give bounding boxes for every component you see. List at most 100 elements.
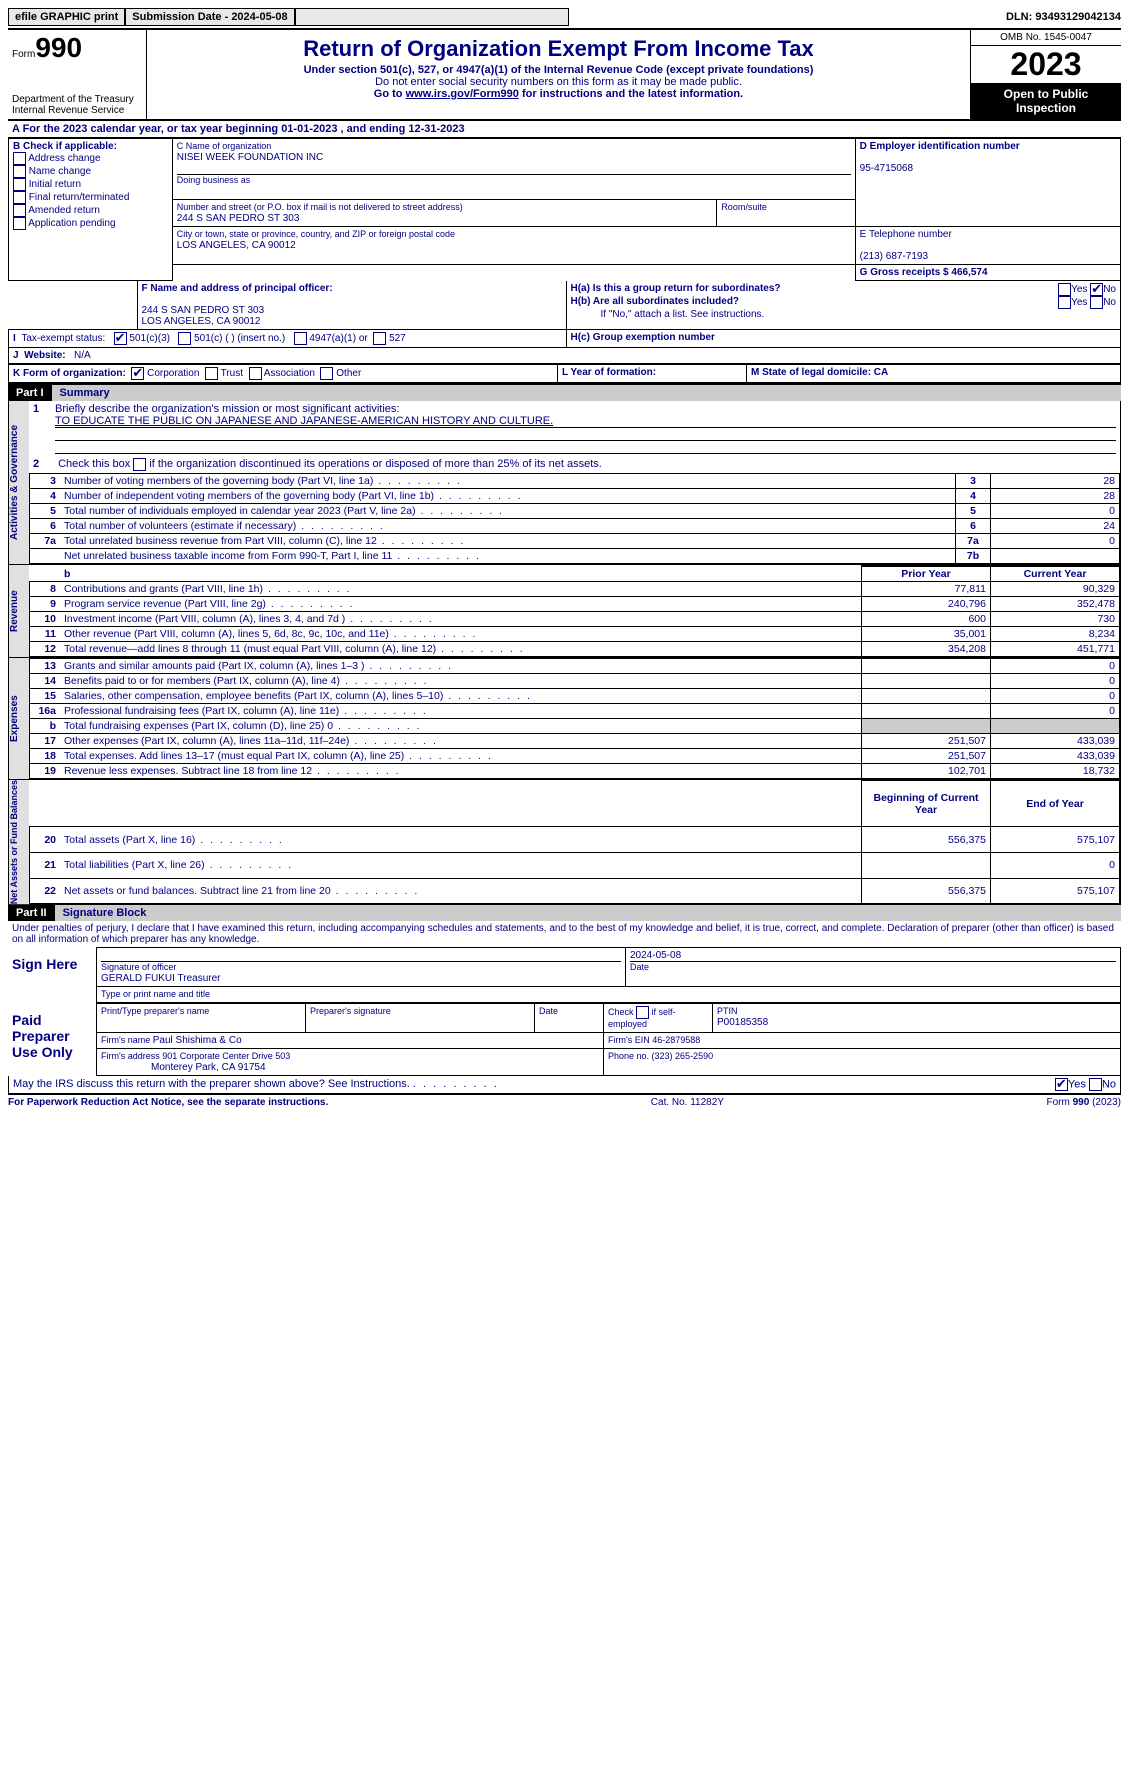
room-label: Room/suite bbox=[721, 202, 767, 212]
governance-table: 3Number of voting members of the governi… bbox=[29, 473, 1120, 564]
col-curr: Current Year bbox=[991, 566, 1120, 582]
city-label: City or town, state or province, country… bbox=[177, 229, 455, 239]
m-label: M State of legal domicile: CA bbox=[751, 367, 888, 378]
sig-date: 2024-05-08 bbox=[630, 950, 681, 961]
check-final[interactable] bbox=[13, 191, 26, 204]
no1: No bbox=[1103, 284, 1116, 295]
k-trust: Trust bbox=[221, 368, 243, 379]
subtitle-1: Under section 501(c), 527, or 4947(a)(1)… bbox=[151, 64, 966, 76]
i-4947: 4947(a)(1) or bbox=[309, 333, 367, 344]
hb-label: H(b) Are all subordinates included? bbox=[571, 296, 740, 307]
side-governance: Activities & Governance bbox=[9, 401, 29, 564]
i-501c: 501(c) ( ) (insert no.) bbox=[194, 333, 285, 344]
ptin-value: P00185358 bbox=[717, 1017, 768, 1028]
check-527[interactable] bbox=[373, 332, 386, 345]
check-other[interactable] bbox=[320, 367, 333, 380]
firm-phone: Phone no. (323) 265-2590 bbox=[608, 1051, 713, 1061]
f-addr2: LOS ANGELES, CA 90012 bbox=[142, 316, 261, 327]
hb-yes[interactable] bbox=[1058, 296, 1071, 309]
discuss-yes[interactable] bbox=[1055, 1078, 1068, 1091]
firm-addr2: Monterey Park, CA 91754 bbox=[151, 1062, 266, 1073]
side-netassets: Net Assets or Fund Balances bbox=[9, 780, 29, 904]
col-prior: Prior Year bbox=[862, 566, 991, 582]
footer: For Paperwork Reduction Act Notice, see … bbox=[8, 1094, 1121, 1108]
open-inspection: Open to Public Inspection bbox=[971, 83, 1121, 119]
part2-header: Part II bbox=[8, 905, 55, 921]
addr-value: 244 S SAN PEDRO ST 303 bbox=[177, 213, 300, 224]
no3: No bbox=[1102, 1079, 1116, 1091]
form990-link[interactable]: www.irs.gov/Form990 bbox=[406, 88, 519, 100]
col-begin: Beginning of Current Year bbox=[862, 781, 991, 827]
e-label: E Telephone number bbox=[860, 229, 952, 240]
paid-preparer: Paid Preparer Use Only bbox=[8, 1004, 97, 1076]
top-bar: efile GRAPHIC print Submission Date - 20… bbox=[8, 8, 1121, 30]
dba-label: Doing business as bbox=[177, 175, 251, 185]
opt-name: Name change bbox=[29, 166, 91, 177]
mission-text[interactable]: TO EDUCATE THE PUBLIC ON JAPANESE AND JA… bbox=[55, 415, 553, 427]
yes1: Yes bbox=[1071, 284, 1087, 295]
l-label: L Year of formation: bbox=[562, 367, 656, 378]
line-a: A For the 2023 calendar year, or tax yea… bbox=[8, 121, 1121, 138]
check-address-change[interactable] bbox=[13, 152, 26, 165]
prep-date-label: Date bbox=[539, 1006, 558, 1016]
prep-sig-label: Preparer's signature bbox=[310, 1006, 391, 1016]
check-amended[interactable] bbox=[13, 204, 26, 217]
city-value: LOS ANGELES, CA 90012 bbox=[177, 240, 296, 251]
perjury-decl: Under penalties of perjury, I declare th… bbox=[8, 921, 1121, 947]
spacer bbox=[295, 8, 569, 26]
k-label: K Form of organization: bbox=[13, 368, 126, 379]
check-4947[interactable] bbox=[294, 332, 307, 345]
check-pending[interactable] bbox=[13, 217, 26, 230]
website-value: N/A bbox=[74, 350, 91, 361]
ein-value: 95-4715068 bbox=[860, 163, 913, 174]
form-header: Form990 Department of the Treasury Inter… bbox=[8, 30, 1121, 121]
opt-pending: Application pending bbox=[28, 218, 115, 229]
sig-officer-label: Signature of officer bbox=[101, 962, 176, 972]
firm-name-label: Firm's name bbox=[101, 1035, 153, 1045]
check-501c[interactable] bbox=[178, 332, 191, 345]
check-corp[interactable] bbox=[131, 367, 144, 380]
opt-amended: Amended return bbox=[28, 205, 100, 216]
d-label: D Employer identification number bbox=[860, 141, 1020, 152]
expenses-table: 13Grants and similar amounts paid (Part … bbox=[29, 658, 1120, 779]
part1-header: Part I bbox=[8, 385, 52, 401]
l1-label: Briefly describe the organization's miss… bbox=[55, 403, 399, 415]
phone-value: (213) 687-7193 bbox=[860, 251, 928, 262]
check-discontinued[interactable] bbox=[133, 458, 146, 471]
k-other: Other bbox=[336, 368, 361, 379]
k-corp: Corporation bbox=[147, 368, 199, 379]
signature-table: Sign Here Signature of officerGERALD FUK… bbox=[8, 947, 1121, 1003]
check-initial[interactable] bbox=[13, 178, 26, 191]
i-label: Tax-exempt status: bbox=[21, 333, 105, 344]
check-assoc[interactable] bbox=[249, 367, 262, 380]
firm-addr: Firm's address 901 Corporate Center Driv… bbox=[101, 1051, 290, 1061]
firm-ein: Firm's EIN 46-2879588 bbox=[608, 1035, 700, 1045]
hc-label: H(c) Group exemption number bbox=[571, 332, 715, 343]
hb-no[interactable] bbox=[1090, 296, 1103, 309]
dln: DLN: 93493129042134 bbox=[1006, 11, 1121, 23]
gross-receipts: G Gross receipts $ 466,574 bbox=[860, 267, 988, 278]
check-501c3[interactable] bbox=[114, 332, 127, 345]
netassets-table: Beginning of Current Year End of Year 20… bbox=[29, 780, 1120, 904]
opt-final: Final return/terminated bbox=[29, 192, 130, 203]
col-end: End of Year bbox=[991, 781, 1120, 827]
form-label: Form bbox=[12, 49, 35, 60]
part1-title: Summary bbox=[52, 385, 1121, 401]
discuss-no[interactable] bbox=[1089, 1078, 1102, 1091]
ha-label: H(a) Is this a group return for subordin… bbox=[571, 283, 781, 294]
check-trust[interactable] bbox=[205, 367, 218, 380]
efile-print-button[interactable]: efile GRAPHIC print bbox=[8, 8, 125, 26]
j-label: Website: bbox=[24, 350, 68, 361]
entity-block: B Check if applicable: Address change Na… bbox=[8, 138, 1121, 281]
sign-here: Sign Here bbox=[8, 948, 97, 1003]
check-selfemp[interactable] bbox=[636, 1006, 649, 1019]
submission-date: Submission Date - 2024-05-08 bbox=[125, 8, 294, 26]
footer-r1: Form bbox=[1047, 1097, 1073, 1108]
i-527: 527 bbox=[389, 333, 406, 344]
ha-no[interactable] bbox=[1090, 283, 1103, 296]
yes3: Yes bbox=[1068, 1079, 1086, 1091]
ha-yes[interactable] bbox=[1058, 283, 1071, 296]
check-name-change[interactable] bbox=[13, 165, 26, 178]
b-label: B Check if applicable: bbox=[13, 141, 117, 152]
preparer-table: Paid Preparer Use Only Print/Type prepar… bbox=[8, 1003, 1121, 1076]
